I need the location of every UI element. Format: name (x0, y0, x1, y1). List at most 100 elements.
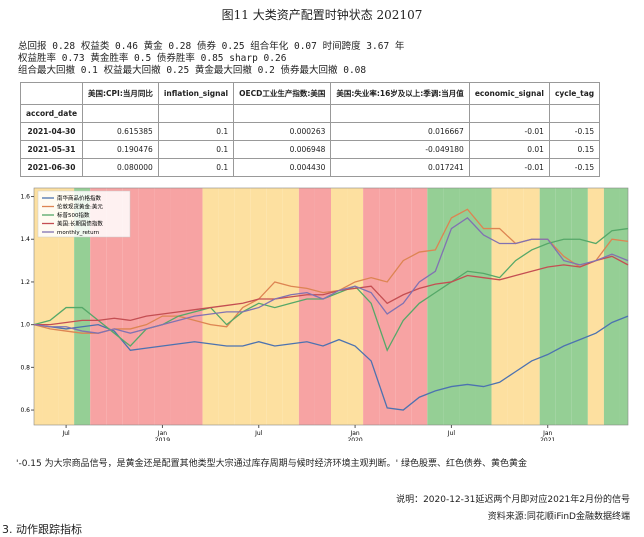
table-cell: 0.1 (157, 140, 235, 159)
table-cell: 2021-05-31 (19, 140, 84, 159)
background-band (603, 188, 620, 425)
column-header: 美国:CPI:当月同比 (82, 82, 159, 105)
legend-box (37, 190, 131, 238)
note: 说明：2020-12-31延迟两个月即对应2021年2月份的信号 (396, 495, 630, 505)
x-tick-label: Jan 2019 (155, 430, 170, 441)
background-band (443, 188, 460, 425)
signal-table: 美国:CPI:当月同比 inflation_signal OECD工业生产指数:… (19, 82, 601, 177)
stats-line: 总回报 0.28 权益类 0.46 黄金 0.28 债券 0.25 组合年化 0… (18, 41, 405, 52)
table-cell: 2021-06-30 (19, 158, 84, 177)
stats-line: 组合最大回撤 0.1 权益最大回撤 0.25 黄金最大回撤 0.2 债券最大回撤… (18, 65, 367, 76)
background-band (42, 188, 59, 425)
stats-line: 权益胜率 0.73 黄金胜率 0.5 债券胜率 0.85 sharp 0.26 (18, 53, 287, 64)
background-band (571, 188, 588, 425)
y-tick-label: 1.4 (20, 236, 30, 243)
table-cell: 0.000263 (233, 122, 332, 141)
caption: '-0.15 为大宗商品信号，是黄金还是配置其他类型大宗通过库存周期与候时经济环… (16, 459, 527, 469)
column-header: OECD工业生产指数:美国 (233, 82, 332, 105)
table-cell: -0.01 (468, 122, 550, 141)
x-tick-label: Jan 2021 (540, 430, 555, 441)
table-cell: 0.004430 (233, 158, 332, 177)
background-band (507, 188, 524, 425)
x-tick-label: Jan 2020 (347, 430, 362, 441)
table-cell: 0.006948 (233, 140, 332, 159)
table-cell: -0.049180 (330, 140, 470, 159)
background-band (250, 188, 267, 425)
background-band (539, 188, 556, 425)
background-band (266, 188, 283, 425)
background-band (90, 188, 107, 425)
plot-frame (33, 187, 629, 426)
series-line (33, 315, 629, 411)
background-band (234, 188, 251, 425)
column-header: economic_signal (468, 82, 550, 105)
background-band (523, 188, 540, 425)
background-band (491, 188, 508, 425)
table-cell: 0.1 (157, 122, 235, 141)
legend-label: 美国:长期国债指数 (57, 220, 103, 228)
background-band (379, 188, 396, 425)
background-band (331, 188, 348, 425)
table-cell: 0.15 (548, 140, 601, 159)
source: 资料来源:同花顺iFinD金融数据终端 (487, 512, 630, 522)
y-tick-label: 1.6 (20, 194, 30, 201)
x-tick-label: Jul (61, 430, 70, 437)
table-cell: 0.1 (157, 158, 235, 177)
table-cell: 0.190476 (82, 140, 159, 159)
table-cell: 0.016667 (330, 122, 470, 141)
background-band (298, 188, 315, 425)
column-header: 美国:失业率:16岁及以上:季调:当月值 (330, 82, 470, 105)
series-line (33, 227, 629, 352)
table-cell: -0.15 (548, 158, 601, 177)
background-band (282, 188, 299, 425)
y-tick-label: 1.0 (20, 322, 30, 329)
table-cell: 0.080000 (82, 158, 159, 177)
series-line (33, 217, 629, 334)
y-tick-label: 0.6 (20, 407, 30, 414)
background-band (395, 188, 412, 425)
chart: 0.6 0.8 1.0 1.2 1.4 1.6 Jul Jan 2019 Jul Jan 2020 Ju… (20, 187, 629, 441)
background-band (363, 188, 380, 425)
section-heading: 3. 动作跟踪指标 (2, 523, 82, 536)
background-band (34, 188, 43, 425)
table-cell: 0.01 (468, 140, 550, 159)
y-tick-label: 1.2 (20, 279, 30, 286)
background-band (138, 188, 155, 425)
background-band (122, 188, 139, 425)
table-cell: 0.017241 (330, 158, 470, 177)
background-band (347, 188, 364, 425)
background-band (411, 188, 428, 425)
legend-label: 伦敦现货黄金:美元 (57, 203, 103, 211)
background-band (314, 188, 331, 425)
legend-label: monthly_return (57, 230, 100, 236)
table-cell: 0.615385 (82, 122, 159, 141)
column-header: inflation_signal (157, 82, 235, 105)
background-band (58, 188, 75, 425)
background-band (106, 188, 123, 425)
y-tick-label: 0.8 (20, 364, 30, 371)
x-tick-label: Jul (254, 430, 263, 437)
background-band (619, 188, 628, 425)
table-cell: -0.01 (468, 158, 550, 177)
legend-label: 标普500指数 (57, 211, 90, 219)
index-name: accord_date (19, 104, 84, 123)
background-band (427, 188, 444, 425)
background-band (459, 188, 476, 425)
column-header: cycle_tag (548, 82, 601, 105)
background-band (218, 188, 235, 425)
background-band (170, 188, 187, 425)
background-band (475, 188, 492, 425)
background-band (587, 188, 604, 425)
title: 图11 大类资产配置时钟状态 202107 (221, 8, 423, 22)
table-cell: -0.15 (548, 122, 601, 141)
series-line (34, 255, 629, 326)
background-band (186, 188, 203, 425)
table-cell: 2021-04-30 (19, 122, 84, 141)
background-band (202, 188, 219, 425)
background-band (555, 188, 572, 425)
background-band (74, 188, 91, 425)
x-tick-label: Jul (447, 430, 456, 437)
background-band (154, 188, 171, 425)
